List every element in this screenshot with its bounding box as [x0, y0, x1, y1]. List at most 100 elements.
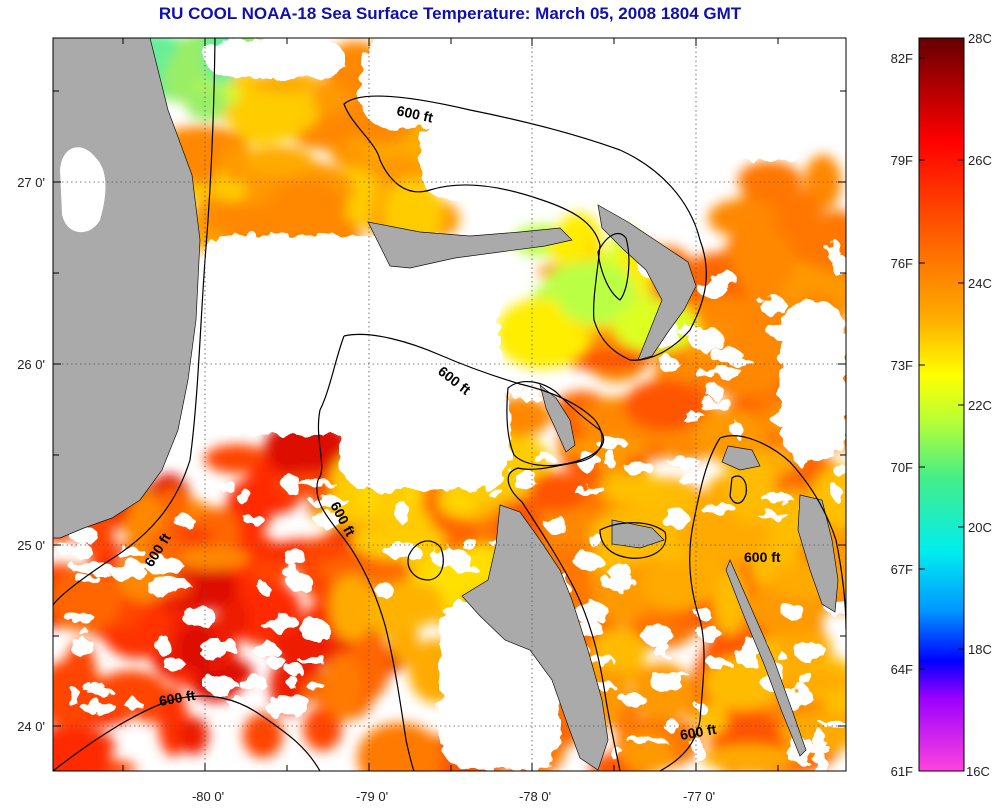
colorbar-f-label: 73F	[891, 358, 913, 373]
sst-patch	[707, 198, 778, 238]
cloud-speck	[769, 412, 797, 425]
cloud-speck	[281, 564, 300, 578]
cloud-speck	[395, 455, 424, 479]
cloud-speck	[664, 716, 676, 733]
cloud-speck	[760, 494, 793, 502]
cloud-speck	[608, 566, 623, 578]
contour-label: 600 ft	[395, 102, 434, 125]
sst-patch	[311, 82, 347, 115]
cloud-speck	[491, 419, 508, 429]
cloud-speck	[740, 657, 751, 667]
sst-patch	[562, 349, 651, 371]
cloud-speck	[677, 472, 707, 485]
lon-tick-label: -78 0'	[519, 789, 551, 804]
cloud-speck	[532, 744, 556, 761]
cloud-speck	[512, 467, 537, 491]
cloud-speck	[471, 424, 496, 446]
cloud-speck	[287, 675, 298, 689]
graticule	[53, 38, 846, 771]
cloud-speck	[545, 515, 567, 535]
cloud-speck	[72, 542, 91, 559]
sst-patch	[53, 729, 111, 771]
cloud-speck	[697, 626, 720, 640]
sst-patch	[395, 747, 438, 771]
lon-tick-label: -79 0'	[356, 789, 388, 804]
cloud-speck	[690, 738, 705, 761]
cloud-speck	[144, 556, 183, 575]
cloud-speck	[283, 472, 299, 494]
lat-tick-label: 26 0'	[17, 357, 45, 372]
sst-patch	[701, 744, 796, 771]
sst-patch	[624, 379, 707, 432]
colorbar-f-label: 70F	[891, 460, 913, 475]
cloud-speck	[657, 357, 680, 371]
cloud-speck	[731, 422, 743, 438]
sst-patch	[787, 269, 846, 304]
cloud-speck	[460, 538, 478, 549]
cloud-speck	[667, 457, 701, 467]
cloud-region	[340, 380, 510, 490]
lake-okeechobee	[60, 147, 106, 233]
cloud-speck	[757, 512, 789, 520]
cloud-speck	[681, 411, 705, 423]
cloud-speck	[793, 642, 828, 662]
cloud-speck	[661, 507, 689, 529]
cloud-speck	[603, 449, 616, 467]
cloud-speck	[252, 642, 280, 658]
lon-tick-label: -77 0'	[683, 789, 715, 804]
cloud-speck	[110, 565, 148, 581]
cloud-speck	[257, 583, 270, 593]
cloud-speck	[705, 385, 725, 398]
cloud-speck	[261, 621, 285, 631]
contour-label: 600 ft	[158, 687, 197, 709]
cloud-speck	[825, 238, 842, 262]
cloud-region	[205, 38, 345, 78]
cloud-speck	[824, 336, 846, 351]
colorbar-f-label: 61F	[891, 764, 913, 779]
cloud-speck	[697, 398, 733, 410]
cloud-speck	[81, 700, 116, 714]
eleuthera	[611, 519, 665, 549]
cloud-speck	[820, 719, 846, 728]
lat-tick-label: 27 0'	[17, 175, 45, 190]
cloud-speck	[73, 574, 100, 582]
sst-patch	[171, 546, 250, 570]
cloud-speck	[624, 461, 654, 475]
sst-patch	[162, 59, 196, 102]
cloud-speck	[181, 606, 217, 628]
cloud-speck	[314, 510, 341, 528]
cloud-speck	[528, 669, 541, 691]
longitude-labels: -80 0' -79 0' -78 0' -77 0'	[192, 789, 715, 804]
cloud-speck	[70, 638, 95, 657]
cloud-speck	[266, 656, 286, 668]
cloud-speck	[589, 533, 603, 548]
cloud-speck	[487, 489, 505, 498]
sst-patch	[248, 561, 291, 584]
sst-patch	[216, 595, 250, 640]
contour-label: 600 ft	[679, 721, 718, 743]
colorbar-f-label: 82F	[891, 51, 913, 66]
grand-bahama	[367, 221, 573, 269]
cloud-speck	[301, 619, 331, 643]
cloud-speck	[612, 748, 624, 762]
cloud-speck	[309, 496, 349, 507]
cloud-speck	[296, 654, 327, 664]
cloud-speck	[578, 451, 600, 474]
cloud-speck	[573, 552, 603, 570]
cloud-speck	[781, 602, 804, 620]
sst-patch	[220, 143, 252, 183]
cloud-speck	[172, 513, 194, 526]
cloud-speck	[697, 279, 727, 299]
colorbar-c-label: 16C	[966, 764, 990, 779]
cloud-speck	[831, 485, 842, 502]
cloud-speck	[383, 543, 422, 560]
colorbar-c-label: 20C	[968, 520, 992, 535]
sst-patch	[329, 574, 375, 642]
sst-patch	[242, 712, 283, 759]
cloud-speck	[370, 385, 397, 408]
cloud-region	[700, 40, 810, 160]
cloud-speck	[693, 370, 722, 377]
cloud-speck	[236, 486, 250, 505]
colorbar-c-label: 26C	[968, 153, 992, 168]
colorbar-f-label: 67F	[891, 562, 913, 577]
